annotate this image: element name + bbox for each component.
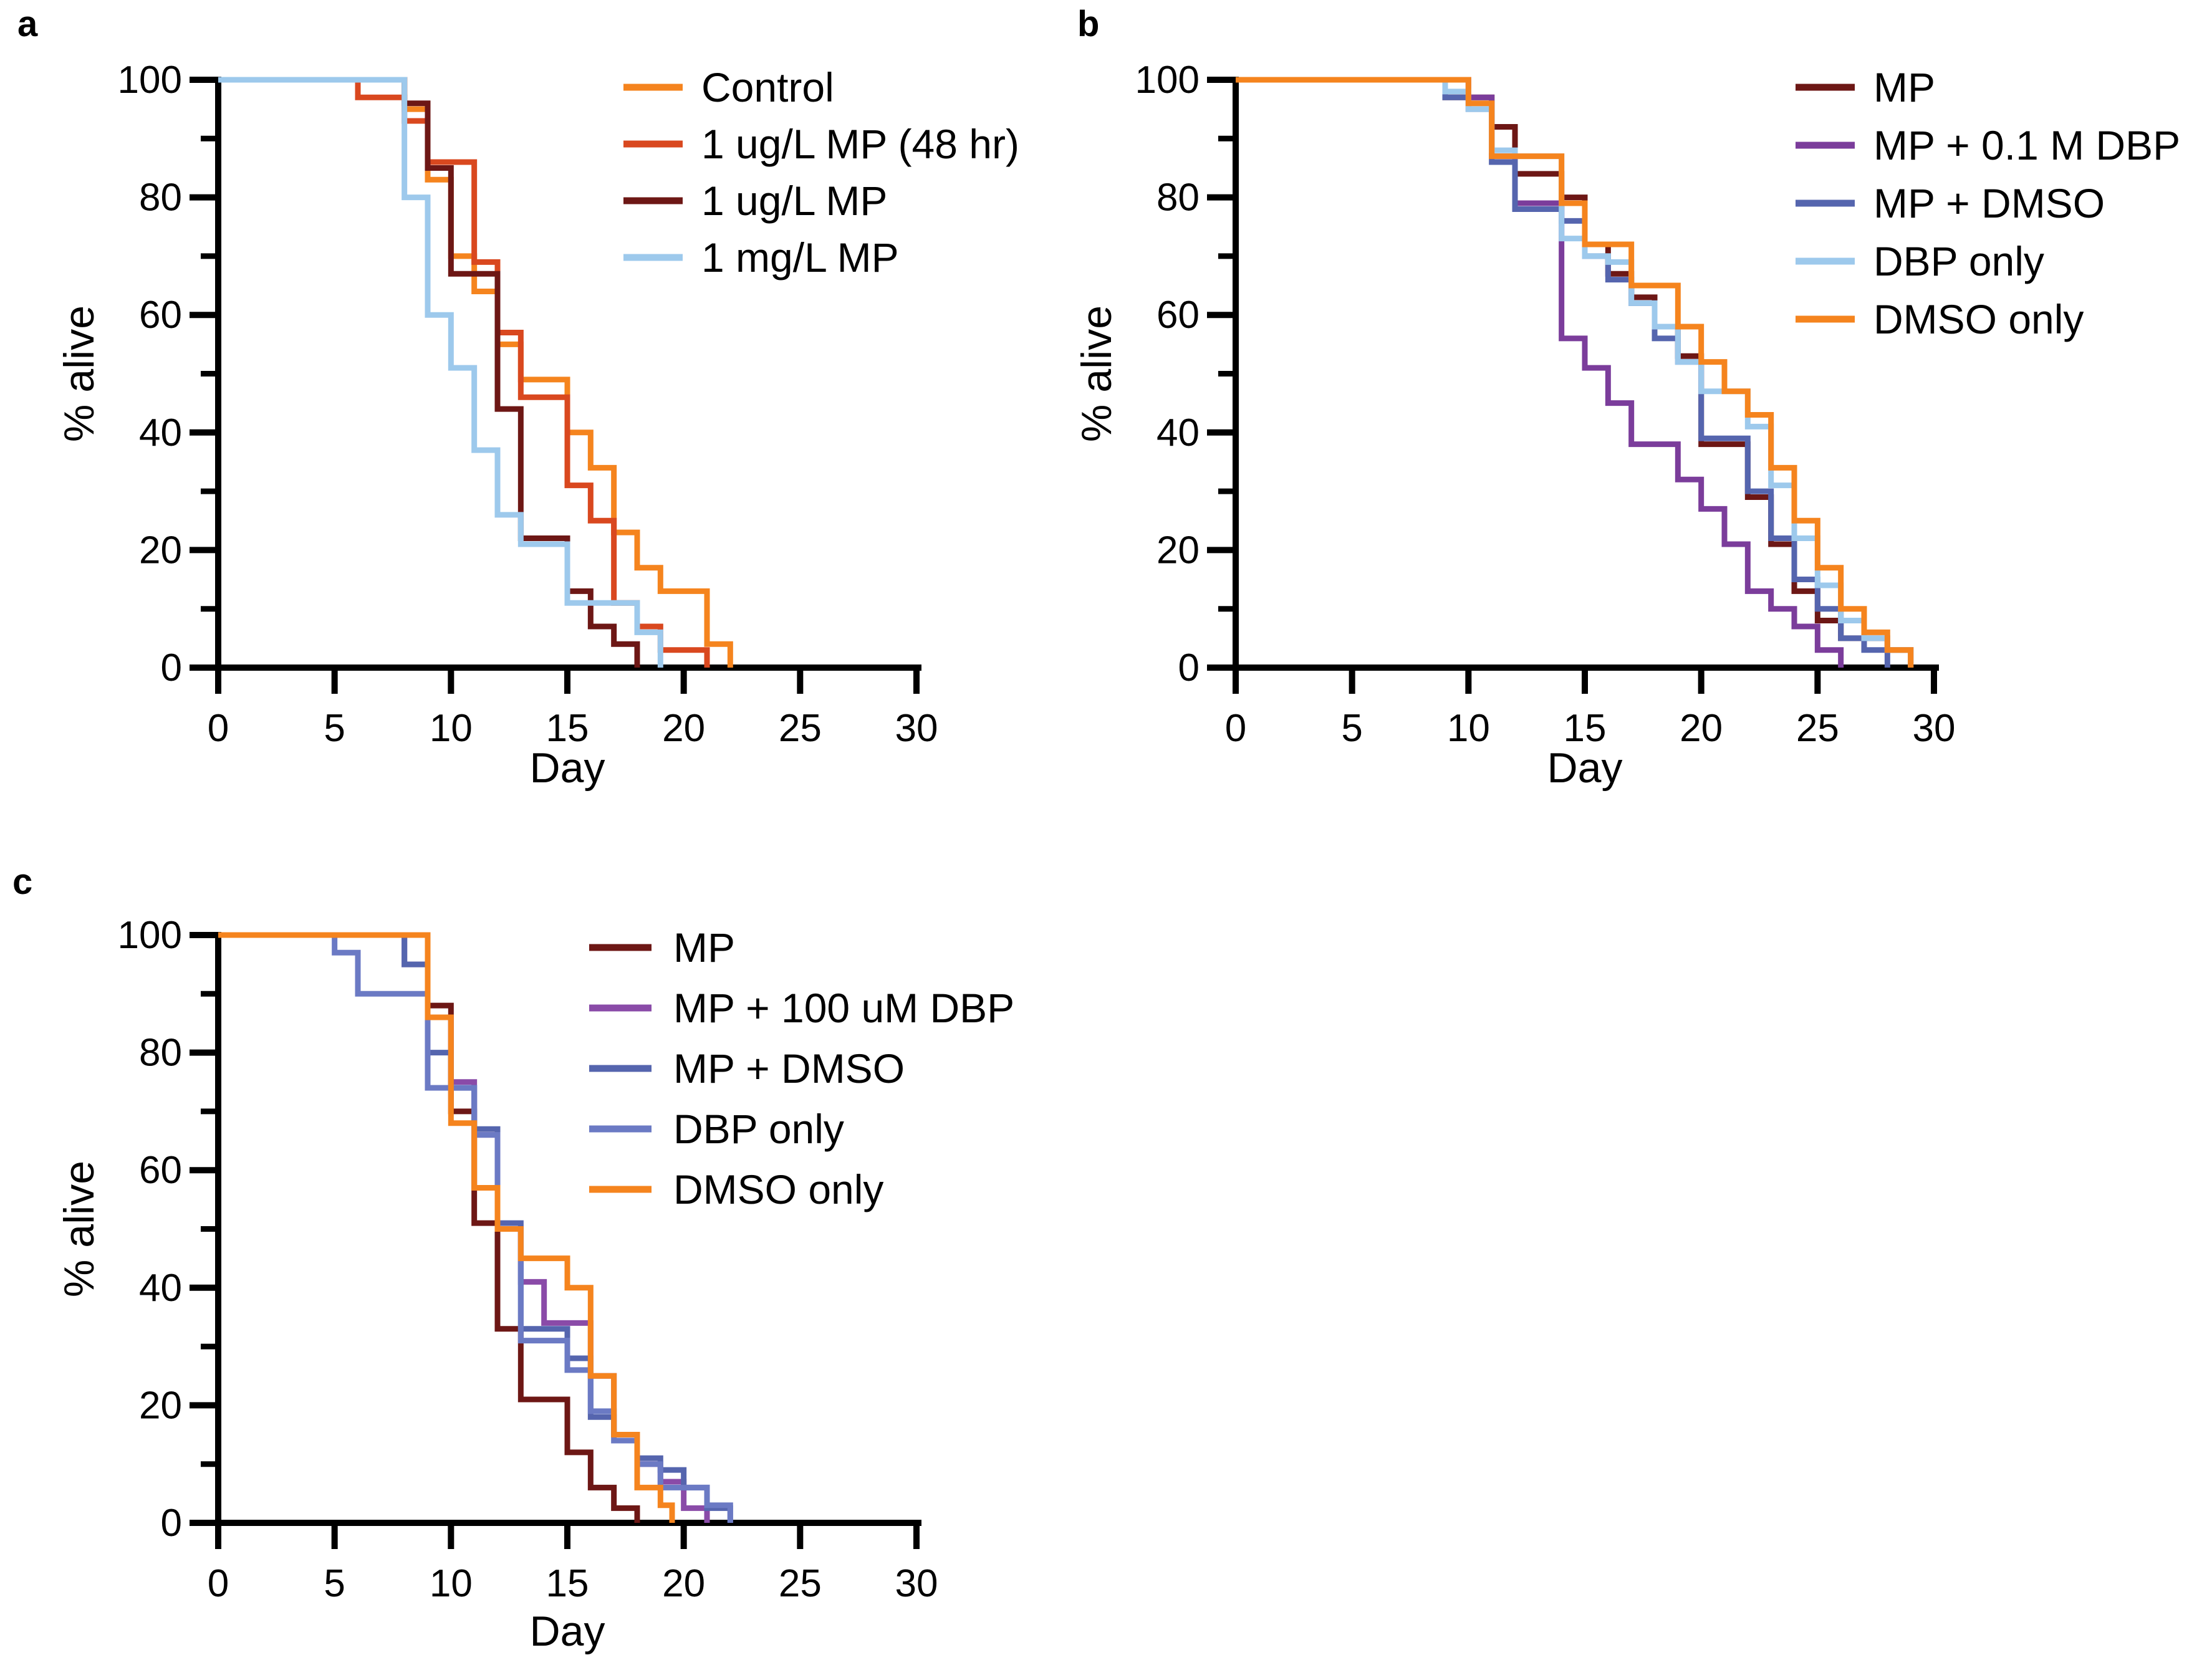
legend-label-mp-dmso: MP + DMSO xyxy=(673,1045,905,1091)
legend-label-mp-0-1-m-dbp: MP + 0.1 M DBP xyxy=(1873,122,2180,168)
x-tick-label: 20 xyxy=(662,707,705,750)
x-tick-label: 0 xyxy=(208,707,229,750)
legend-label-1-ug-l-mp-48-hr-: 1 ug/L MP (48 hr) xyxy=(701,121,1019,167)
legend-label-mp: MP xyxy=(673,924,735,971)
panel-c: c 0 5 10 15 20 25 30 0 20 40 60 80 100 Day % alive MP MP… xyxy=(0,855,1110,1660)
series-1-mg-l-mp xyxy=(218,77,663,668)
panel-b: b 0 5 10 15 20 25 30 0 20 40 60 80 100 Day % alive MP MP… xyxy=(1017,0,2212,835)
panel-b-chart: 0 5 10 15 20 25 30 0 20 40 60 80 100 Day % alive MP MP +… xyxy=(1073,59,2180,792)
legend-label-mp-dmso: MP + DMSO xyxy=(1873,180,2105,226)
series-dmso-only xyxy=(1236,77,1914,668)
x-tick-label: 25 xyxy=(1796,707,1839,750)
y-tick-label: 40 xyxy=(139,411,182,454)
x-axis-title: Day xyxy=(530,744,605,792)
legend-label-dbp-only: DBP only xyxy=(673,1106,844,1152)
x-tick-label: 5 xyxy=(324,1562,345,1605)
panel-a-chart: 0 5 10 15 20 25 30 0 20 40 60 80 100 Day % alive Contro… xyxy=(55,59,1019,792)
panel-c-chart: 0 5 10 15 20 25 30 0 20 40 60 80 100 Day % alive MP MP +… xyxy=(55,914,1014,1655)
series-dbp-only xyxy=(218,932,733,1523)
x-tick-label: 15 xyxy=(546,1562,589,1605)
x-tick-label: 20 xyxy=(662,1562,705,1605)
legend-label-dmso-only: DMSO only xyxy=(1873,296,2084,342)
panel-a: a 0 5 10 15 20 25 30 0 20 40 60 80 100 Day % alive Cont… xyxy=(0,0,1110,835)
x-tick-label: 30 xyxy=(1913,707,1956,750)
x-tick-label: 15 xyxy=(546,707,589,750)
x-tick-label: 25 xyxy=(779,1562,822,1605)
series-mp-0-1-m-dbp xyxy=(1236,77,1844,668)
y-tick-label: 80 xyxy=(1156,176,1200,219)
legend-label-1-ug-l-mp: 1 ug/L MP xyxy=(701,178,887,224)
x-axis-title: Day xyxy=(530,1608,605,1655)
y-axis-title: % alive xyxy=(55,305,103,442)
panel-a-label: a xyxy=(17,4,38,44)
x-tick-label: 15 xyxy=(1564,707,1607,750)
y-tick-label: 80 xyxy=(139,1032,182,1075)
panel-c-label: c xyxy=(12,861,33,902)
y-axis-title: % alive xyxy=(55,1161,103,1297)
x-tick-label: 25 xyxy=(779,707,822,750)
y-tick-label: 20 xyxy=(139,1384,182,1427)
x-axis-title: Day xyxy=(1547,744,1623,792)
panel-b-label: b xyxy=(1077,4,1100,44)
x-tick-label: 5 xyxy=(324,707,345,750)
y-tick-label: 60 xyxy=(139,294,182,337)
y-tick-label: 100 xyxy=(118,914,182,957)
series-mp-dmso xyxy=(218,932,733,1523)
legend-label-1-mg-l-mp: 1 mg/L MP xyxy=(701,234,899,281)
y-tick-label: 0 xyxy=(1178,646,1200,689)
legend-label-mp: MP xyxy=(1873,64,1935,110)
y-tick-label: 80 xyxy=(139,176,182,219)
y-tick-label: 60 xyxy=(139,1149,182,1192)
x-tick-label: 30 xyxy=(895,707,938,750)
x-tick-label: 0 xyxy=(1225,707,1246,750)
y-tick-label: 100 xyxy=(1135,59,1200,102)
y-tick-label: 60 xyxy=(1156,294,1200,337)
x-tick-label: 0 xyxy=(208,1562,229,1605)
x-tick-label: 5 xyxy=(1341,707,1362,750)
y-tick-label: 20 xyxy=(139,529,182,572)
x-tick-label: 30 xyxy=(895,1562,938,1605)
x-tick-label: 10 xyxy=(430,1562,473,1605)
y-tick-label: 0 xyxy=(161,646,182,689)
series-control xyxy=(218,77,733,668)
y-tick-label: 40 xyxy=(1156,411,1200,454)
series-1-ug-l-mp-48-hr- xyxy=(218,77,710,668)
y-tick-label: 40 xyxy=(139,1267,182,1310)
y-tick-label: 0 xyxy=(161,1502,182,1545)
series-mp-dmso xyxy=(1236,77,1890,668)
series-1-ug-l-mp xyxy=(218,77,640,668)
x-tick-label: 10 xyxy=(430,707,473,750)
legend-label-control: Control xyxy=(701,64,834,110)
y-tick-label: 100 xyxy=(118,59,182,102)
legend-label-mp-100-um-dbp: MP + 100 uM DBP xyxy=(673,985,1014,1031)
x-tick-label: 20 xyxy=(1680,707,1723,750)
y-tick-label: 20 xyxy=(1156,529,1200,572)
x-tick-label: 10 xyxy=(1447,707,1490,750)
legend-label-dbp-only: DBP only xyxy=(1873,238,2044,284)
series-dmso-only xyxy=(218,932,675,1523)
legend-label-dmso-only: DMSO only xyxy=(673,1166,883,1212)
y-axis-title: % alive xyxy=(1073,305,1120,442)
